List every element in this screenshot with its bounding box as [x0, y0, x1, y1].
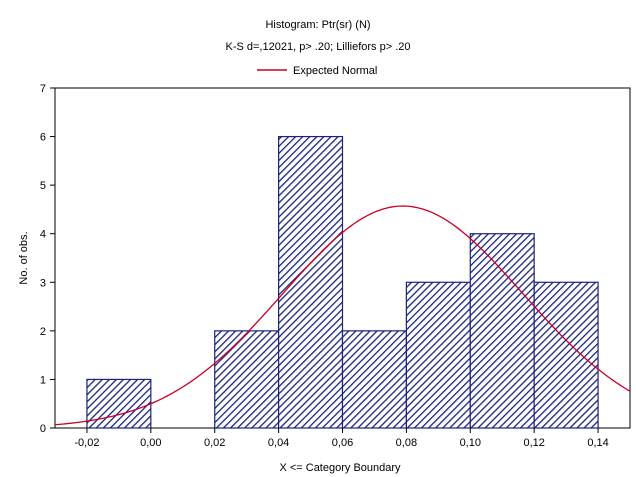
y-tick-label: 6: [40, 132, 46, 144]
histogram-bar-7: [533, 281, 599, 429]
x-tick-label: 0,00: [140, 437, 161, 449]
histogram-bar-2: [214, 330, 280, 429]
histogram-bar-3: [278, 135, 344, 429]
x-tick-label: 0,04: [268, 437, 289, 449]
x-tick-label: 0,06: [332, 437, 353, 449]
legend-label-expected-normal: Expected Normal: [293, 65, 377, 77]
x-axis-label: X <= Category Boundary: [279, 462, 401, 474]
x-tick-label: 0,08: [396, 437, 417, 449]
chart-subtitle: K-S d=,12021, p> .20; Lilliefors p> .20: [226, 41, 411, 53]
y-tick-label: 5: [40, 180, 46, 192]
x-tick-label: -0,02: [74, 437, 99, 449]
histogram-bar-0: [86, 378, 152, 429]
x-axis-ticks: -0,02 0,00 0,02 0,04 0,06 0,08 0,10 0,12 0,14: [74, 428, 609, 449]
chart-title: Histogram: Ptr(sr) (N): [265, 19, 370, 31]
histogram-bar-6: [469, 233, 535, 429]
y-tick-label: 7: [40, 83, 46, 95]
y-tick-label: 1: [40, 374, 46, 386]
legend: Expected Normal: [257, 65, 377, 77]
y-axis-ticks: 0 1 2 3 4 5 6 7: [40, 83, 55, 435]
x-tick-label: 0,02: [204, 437, 225, 449]
expected-normal-curve: [54, 205, 631, 426]
histogram-bars: [86, 135, 599, 429]
x-tick-label: 0,12: [523, 437, 544, 449]
x-tick-label: 0,14: [587, 437, 608, 449]
y-axis-label: No. of obs.: [18, 231, 30, 284]
x-tick-label: 0,10: [460, 437, 481, 449]
y-tick-label: 4: [40, 229, 46, 241]
histogram-bar-4: [341, 330, 407, 429]
y-tick-label: 0: [40, 423, 46, 435]
histogram-bar-5: [405, 281, 471, 429]
y-tick-label: 2: [40, 326, 46, 338]
y-tick-label: 3: [40, 277, 46, 289]
